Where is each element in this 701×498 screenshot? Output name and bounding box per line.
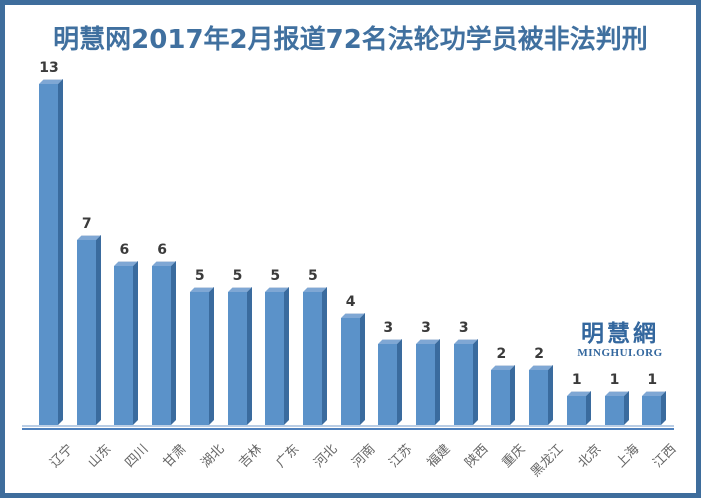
bar-四川 [114,261,139,425]
bar-front-face [189,292,209,425]
minghui-watermark: 明慧網 MINGHUI.ORG [565,322,675,359]
bar-side-face [397,339,403,425]
bar-value-label: 3 [421,320,431,336]
x-axis-floor-line [22,425,674,427]
bar-value-label: 1 [571,372,582,388]
bar-江苏 [378,339,403,425]
bar-side-face [472,339,478,425]
bar-河南 [340,313,365,425]
bar-front-face [453,344,473,425]
bar-front-face [378,344,398,425]
bar-value-label: 2 [534,346,544,362]
bar-value-label: 5 [270,268,281,284]
bar-value-label: 5 [194,268,205,284]
bar-side-face [585,391,591,425]
bar-side-face [623,391,629,425]
bar-front-face [227,292,247,425]
bar-front-face [604,396,624,425]
bar-front-face [416,344,435,425]
bar-front-face [265,292,285,425]
bar-chart-plot: 13 7 6 6 5 5 5 5 4 3 3 3 2 2 1 1 1 辽宁 山东 四川 甘肃 湖北 吉林 广东 河北 河南 江苏福… [5,5,696,493]
minghui-logo-latin: MINGHUI.ORG [577,347,663,360]
bar-front-face [152,266,172,425]
bar-front-face [302,292,322,425]
bar-side-face [510,365,516,425]
bar-value-label: 13 [39,60,59,76]
bar-front-face [491,370,511,425]
bar-value-label: 6 [119,242,130,258]
bar-value-label: 2 [496,346,507,362]
bar-front-face [340,318,360,425]
bar-黑龙江 [529,365,554,425]
bar-value-label: 5 [308,268,318,284]
bar-湖北 [189,287,214,425]
bar-side-face [435,339,440,425]
bar-甘肃 [152,261,177,425]
x-axis-line [22,428,674,430]
bar-value-label: 6 [157,242,167,258]
bar-value-label: 5 [232,268,243,284]
bar-河北 [302,287,327,425]
bar-side-face [208,287,214,425]
bar-side-face [359,313,365,425]
bar-value-label: 4 [345,294,356,310]
bar-side-face [58,79,63,425]
bar-front-face [39,84,58,425]
bar-辽宁 [39,79,63,425]
chart-title: 明慧网2017年2月报道72名法轮功学员被非法判刑 [53,25,648,55]
bar-side-face [246,287,252,425]
bar-江西 [642,391,667,425]
bar-side-face [321,287,327,425]
bar-side-face [171,261,177,425]
bar-side-face [548,365,554,425]
bar-side-face [133,261,139,425]
bar-重庆 [491,365,516,425]
bar-山东 [76,235,101,425]
bar-front-face [114,266,134,425]
bar-front-face [566,396,586,425]
bar-吉林 [227,287,252,425]
bar-value-label: 7 [81,216,92,232]
bar-value-label: 3 [383,320,394,336]
bar-value-label: 1 [647,372,658,388]
bar-value-label: 3 [458,320,469,336]
bar-front-face [529,370,549,425]
bar-side-face [661,391,667,425]
bar-value-label: 1 [609,372,620,388]
bar-side-face [95,235,101,425]
bar-上海 [604,391,629,425]
bar-side-face [284,287,290,425]
minghui-logo-cjk: 明慧網 [581,321,659,347]
bar-front-face [642,396,662,425]
bar-北京 [566,391,591,425]
bar-广东 [265,287,290,425]
bar-福建 [416,339,440,425]
bar-front-face [76,240,96,425]
bar-陕西 [453,339,478,425]
